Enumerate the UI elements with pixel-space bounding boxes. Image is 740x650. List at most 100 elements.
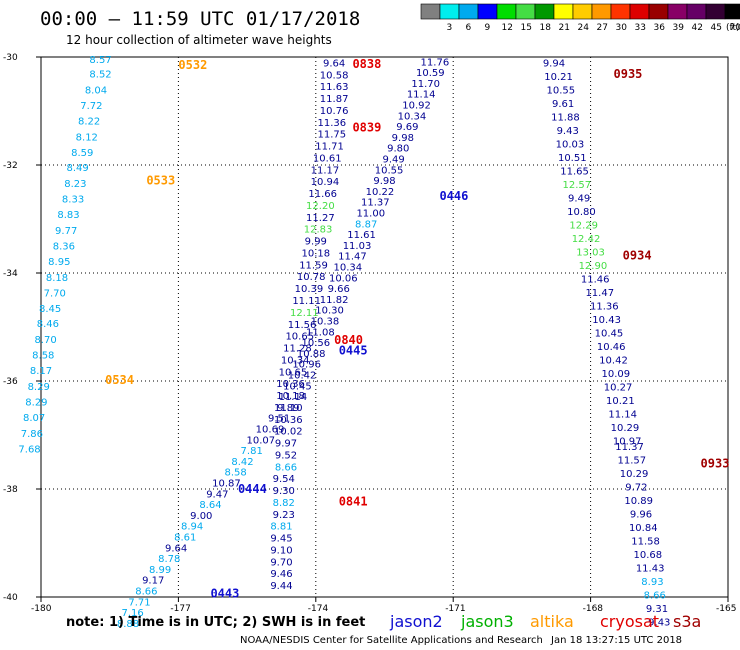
legend-swatch: [686, 3, 707, 20]
wave-height-value-altika: 8.12: [76, 132, 98, 143]
wave-height-value-jason2: 11.03: [343, 241, 372, 252]
wave-height-value-s3a: 13.03: [576, 247, 605, 258]
wave-height-value-altika: 7.86: [21, 429, 43, 440]
wave-height-value-altika: 8.57: [89, 55, 111, 66]
wave-height-value-s3a: 11.57: [617, 455, 646, 466]
wave-height-value-jason2: 11.47: [338, 252, 367, 263]
wave-height-value-s3a: 11.46: [581, 274, 610, 285]
plot-frame: [40, 56, 729, 598]
wave-height-value-jason2: 9.00: [190, 511, 212, 522]
legend-swatch: [572, 3, 593, 20]
wave-height-value-jason2: 10.55: [375, 165, 404, 176]
wave-height-value-cryosat: 12.11: [290, 308, 319, 319]
wave-height-value-jason2: 10.22: [366, 187, 395, 198]
wave-height-value-altika: 7.70: [44, 288, 66, 299]
wave-height-value-jason2: 7.16: [121, 608, 143, 619]
wave-height-value-altika: 8.70: [34, 335, 56, 346]
wave-height-value-cryosat: 10.34: [281, 355, 310, 366]
wave-height-value-cryosat: 11.28: [283, 344, 312, 355]
wave-height-value-s3a: 10.27: [604, 382, 633, 393]
wave-height-value-altika: 8.04: [85, 85, 107, 96]
pass-time-label: 0840: [334, 333, 363, 347]
wave-height-value-cryosat: 11.11: [292, 296, 321, 307]
wave-height-value-jason2: 10.38: [311, 317, 340, 328]
pass-time-label: 0534: [105, 373, 134, 387]
satellite-legend-cryosat: cryosat: [600, 612, 659, 631]
pass-time-label: 0839: [352, 121, 381, 135]
legend-label: 70: [730, 23, 740, 33]
y-tick-label: -32: [3, 161, 18, 171]
wave-height-value-s3a: 9.43: [648, 617, 670, 628]
pass-time-label: 0933: [701, 457, 730, 471]
wave-height-value-s3a: 10.97: [613, 436, 642, 447]
wave-height-value-cryosat: 12.83: [304, 225, 333, 236]
wave-height-value-s3a: 10.43: [592, 315, 621, 326]
legend-label: 33: [635, 23, 646, 33]
wave-height-value-jason2: 9.80: [387, 144, 409, 155]
wave-height-value-s3a: 11.58: [631, 536, 660, 547]
wave-height-value-s3a: 12.57: [563, 180, 592, 191]
wave-height-value-s3a: 9.61: [552, 99, 574, 110]
wave-height-value-jason2: 10.92: [402, 101, 431, 112]
legend-swatch: [496, 3, 517, 20]
pass-time-label: 0446: [439, 189, 468, 203]
wave-height-value-s3a: 11.65: [560, 166, 589, 177]
legend-unit: (ft): [726, 23, 740, 33]
wave-height-value-cryosat: 10.65: [279, 367, 308, 378]
color-legend: 3 6 9 12 15 18 21 24 27 30 33 36 39 42 45 70(ft): [420, 3, 740, 33]
wave-height-value-cryosat: 9.70: [270, 557, 292, 568]
wave-height-value-s3a: 10.09: [601, 369, 630, 380]
wave-height-value-jason2: 11.82: [320, 295, 349, 306]
wave-height-value-cryosat: 8.81: [270, 522, 292, 533]
pass-time-label: 0444: [238, 482, 267, 496]
legend-swatch: [553, 3, 574, 20]
axes: -180 -177 -174 -171 -168 -165 -30 -32 -34 -36 -38 -…: [3, 53, 736, 614]
wave-height-value-cryosat: 10.61: [313, 153, 342, 164]
wave-height-value-cryosat: 10.39: [295, 284, 324, 295]
wave-height-value-cryosat: 9.23: [273, 510, 295, 521]
legend-label: 3: [447, 23, 453, 33]
wave-height-value-s3a: 10.51: [558, 153, 587, 164]
wave-height-value-cryosat: 11.75: [318, 130, 347, 141]
wave-height-value-jason2: 9.17: [142, 576, 164, 587]
footer-timestamp: Jan 18 13:27:15 UTC 2018: [550, 635, 682, 646]
legend-swatch: [610, 3, 631, 20]
wave-height-value-cryosat: 10.78: [297, 272, 326, 283]
legend-label: 45: [711, 23, 722, 33]
wave-height-value-s3a: 9.94: [543, 58, 565, 69]
wave-height-value-jason2: 10.87: [212, 479, 241, 490]
wave-height-value-s3a: 11.14: [608, 409, 637, 420]
wave-height-value-altika: 9.77: [55, 226, 77, 237]
wave-height-value-jason2: 10.56: [301, 338, 330, 349]
wave-height-value-altika: 8.17: [30, 366, 52, 377]
wave-height-value-jason2: 10.59: [416, 68, 445, 79]
x-tick-label: -180: [31, 604, 52, 614]
legend-label: 21: [559, 23, 570, 33]
legend-swatch: [648, 3, 669, 20]
wave-height-value-jason2: 9.47: [206, 489, 228, 500]
satellite-legend-s3a: s3a: [673, 612, 701, 631]
wave-height-value-jason2: 9.66: [328, 284, 350, 295]
wave-height-value-cryosat: 10.02: [274, 427, 303, 438]
legend-swatch: [420, 3, 441, 20]
legend-swatch: [591, 3, 612, 20]
pass-time-label: 0533: [146, 174, 175, 188]
wave-height-value-altika: 8.95: [48, 257, 70, 268]
wave-height-value-cryosat: 9.30: [273, 486, 295, 497]
wave-height-value-altika: 8.49: [67, 163, 89, 174]
wave-height-value-s3a: 11.43: [636, 563, 665, 574]
wave-height-value-cryosat: 9.64: [323, 58, 345, 69]
pass-time-label: 0935: [614, 67, 643, 81]
wave-height-value-altika: 8.52: [89, 70, 111, 81]
legend-swatch: [534, 3, 555, 20]
wave-height-value-s3a: 10.84: [629, 523, 658, 534]
pass-time-label: 0445: [339, 344, 368, 358]
wave-height-value-jason2: 8.78: [158, 554, 180, 565]
wave-height-value-s3a: 10.68: [634, 550, 663, 561]
y-tick-label: -30: [3, 53, 18, 63]
note-text: note: 1) Time is in UTC; 2) SWH is in fe…: [66, 615, 365, 630]
wave-height-value-cryosat: 9.99: [305, 237, 327, 248]
wave-height-value-s3a: 10.89: [624, 496, 653, 507]
wave-height-value-s3a: 10.46: [597, 342, 626, 353]
pass-time-label: 0838: [352, 57, 381, 71]
